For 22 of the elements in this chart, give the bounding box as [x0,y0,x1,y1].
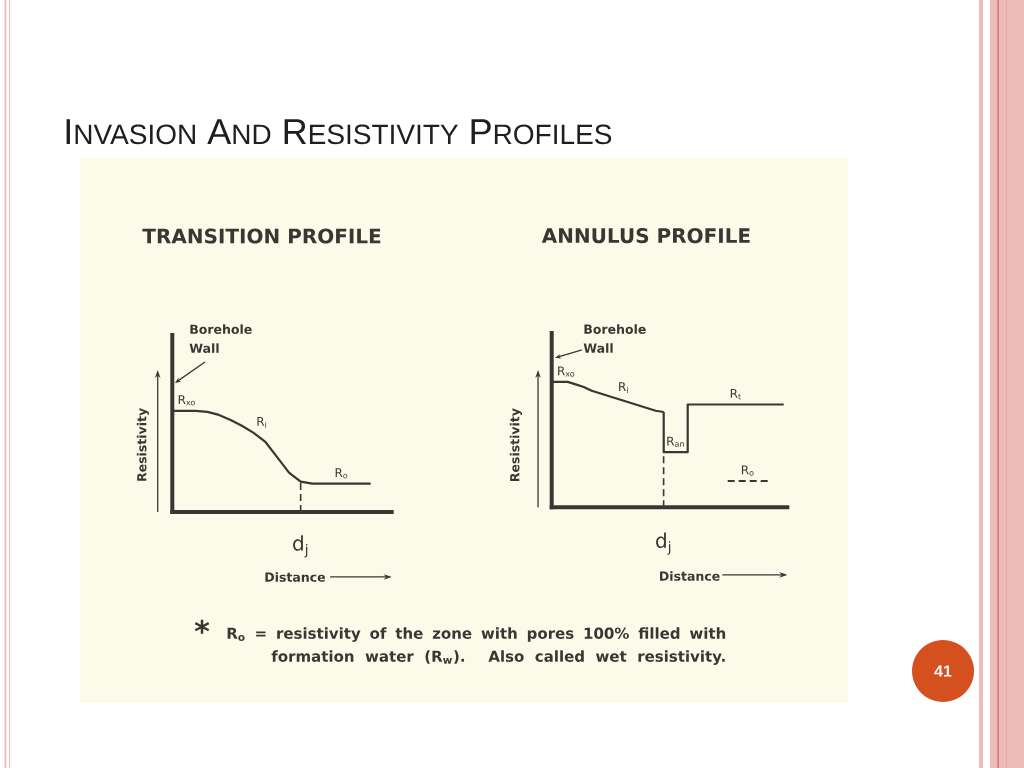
x-axis-title: Distance [265,572,326,582]
chart-title: ANNULUS PROFILE [541,228,750,244]
annotation: R$_{i}$ [257,417,267,428]
y-axis-title: Resistivity [136,408,149,481]
text: d$_{j}$ [656,532,671,555]
text: Borehole Wall [583,324,646,353]
text: R$_{xo}$ [558,366,575,377]
x-axis-title: Distance [660,571,720,581]
text: d$_{j}$ [293,535,308,558]
chart-title: TRANSITION PROFILE [142,228,381,244]
text: * [194,619,210,634]
series-label: R$_{o}$ [741,465,754,476]
annotation: R$_{an}$ [667,436,684,447]
annotation: R$_{o}$ [335,468,348,479]
annotation: R$_{i}$ [619,382,628,393]
text: 41 [934,665,952,677]
text: Borehole Wall [189,324,252,353]
text: R$_{xo}$ [178,395,195,406]
text: INVASION AND RESISTIVITY PROFILES [66,119,612,145]
y-axis-title: Resistivity [509,408,522,481]
annotation: R$_{t}$ [730,389,741,400]
text: R$_{o}$ = resistivity of the zone with pores 100% filled with formation water (R$_{w}$). Also called wet resistivity. [227,627,726,665]
